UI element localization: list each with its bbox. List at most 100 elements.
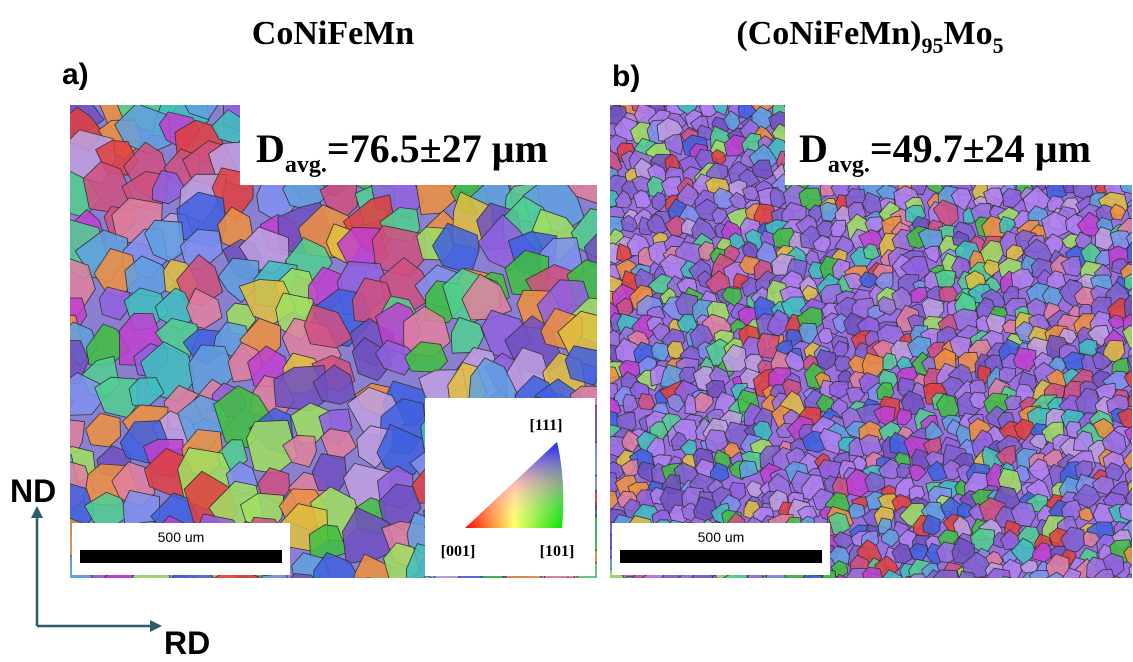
grain <box>816 587 838 609</box>
grain <box>29 339 75 382</box>
grain <box>696 80 718 100</box>
grain <box>1077 578 1093 593</box>
grain <box>1005 81 1021 96</box>
grain <box>1073 590 1092 607</box>
grain <box>250 573 293 625</box>
grain <box>767 83 791 106</box>
grain <box>194 72 227 107</box>
scale-bar-label: 500 um <box>698 529 745 545</box>
grain <box>317 581 366 634</box>
grain <box>861 588 883 608</box>
title-part: Mo <box>943 15 992 52</box>
grain <box>508 54 544 95</box>
grain <box>973 577 996 598</box>
grain <box>18 300 63 333</box>
grain <box>1019 580 1043 604</box>
grain <box>772 592 788 610</box>
grain <box>406 61 450 101</box>
grain <box>1079 86 1095 105</box>
grain <box>218 60 275 108</box>
grain <box>261 55 299 90</box>
grain <box>1052 588 1072 609</box>
grain <box>750 587 765 605</box>
grain <box>1018 85 1038 104</box>
grain <box>899 576 919 599</box>
grain <box>1028 587 1053 606</box>
grain <box>6 405 67 462</box>
grain <box>23 518 63 559</box>
grain <box>779 587 806 609</box>
grain <box>52 419 85 453</box>
grain <box>751 587 778 612</box>
grain <box>490 53 531 101</box>
scale-bar <box>80 550 282 563</box>
grain <box>802 584 824 605</box>
grain <box>383 66 430 112</box>
grain <box>955 86 973 102</box>
grain <box>614 584 641 609</box>
grain <box>13 66 57 107</box>
grain <box>1105 576 1128 601</box>
grain <box>1046 82 1064 100</box>
grain <box>925 586 940 603</box>
grain <box>747 83 764 101</box>
grain <box>907 90 924 104</box>
panel-title: (CoNiFeMn)95Mo5 <box>736 15 1003 58</box>
grain <box>936 583 963 605</box>
value: =76.5±27 µm <box>327 126 548 171</box>
grain <box>131 51 174 92</box>
grain <box>33 207 70 249</box>
grain <box>851 587 878 611</box>
grain <box>881 588 898 606</box>
grain <box>831 81 850 97</box>
grain <box>687 578 703 595</box>
grain <box>858 82 881 104</box>
grain <box>717 81 734 99</box>
grain <box>817 84 839 103</box>
grain <box>665 582 689 608</box>
grain <box>927 82 949 100</box>
grain <box>998 576 1017 593</box>
grain <box>976 84 995 103</box>
grain <box>749 576 775 600</box>
grain <box>1060 582 1085 602</box>
ipf-label: [001] <box>441 543 476 560</box>
grain <box>154 53 211 106</box>
grain <box>935 270 955 289</box>
grain <box>849 79 870 100</box>
grain <box>1125 85 1133 107</box>
grain <box>1062 82 1085 109</box>
arrow-head <box>150 620 162 632</box>
grain <box>597 577 647 624</box>
grain <box>895 89 916 108</box>
grain <box>970 380 987 394</box>
subscript: avg. <box>828 152 870 178</box>
grain <box>1003 586 1025 608</box>
grain <box>982 83 1002 99</box>
grain <box>592 584 609 603</box>
grain <box>17 367 74 424</box>
symbol: D <box>256 126 285 171</box>
ipf-label: [101] <box>540 543 575 560</box>
grain <box>650 584 675 606</box>
grain <box>160 572 202 613</box>
grain <box>23 238 75 281</box>
grain <box>22 119 68 173</box>
axis-label: ND <box>10 473 56 509</box>
grain <box>633 586 649 603</box>
grain <box>654 87 673 105</box>
title-part: (CoNiFeMn) <box>736 15 921 52</box>
axis-label: RD <box>164 625 210 661</box>
grain <box>835 587 853 608</box>
grain <box>1089 79 1111 104</box>
grain <box>972 588 996 612</box>
grain <box>283 57 317 95</box>
grain <box>717 586 736 604</box>
grain <box>880 84 897 102</box>
ipf-label: [111] <box>530 417 563 434</box>
grain <box>985 582 1004 605</box>
grain <box>497 580 556 623</box>
grain <box>680 584 703 611</box>
panel-title: CoNiFeMn <box>252 15 415 52</box>
grain <box>1029 77 1059 105</box>
